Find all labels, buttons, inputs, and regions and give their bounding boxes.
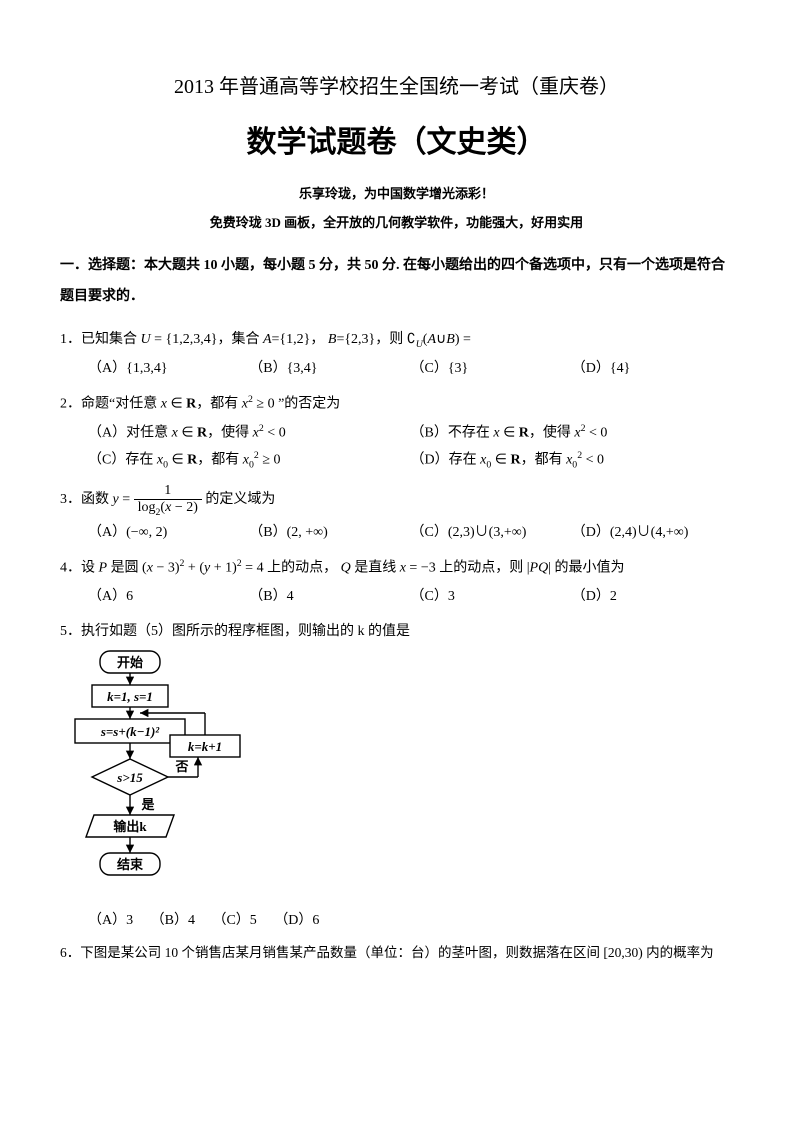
- q5-stem: 5．执行如题（5）图所示的程序框图，则输出的 k 的值是: [60, 619, 733, 646]
- q3-opt-c: （C）(2,3)∪(3,+∞): [411, 520, 572, 547]
- q5-opt-d: （D）6: [274, 913, 319, 928]
- q4-options: （A）6 （B）4 （C）3 （D）2: [60, 584, 733, 611]
- q4-opt-a: （A）6: [88, 584, 249, 611]
- q3-opt-a: （A）(−∞, 2): [88, 520, 249, 547]
- q6-stem: 6．下图是某公司 10 个销售店某月销售某产品数量（单位：台）的茎叶图，则数据落…: [60, 945, 714, 960]
- exam-title: 数学试题卷（文史类）: [60, 117, 733, 161]
- q2-opt-b: （B）不存在 x ∈ R，使得 x2 < 0: [411, 420, 734, 447]
- q4-opt-d: （D）2: [572, 584, 733, 611]
- exam-header-line: 2013 年普通高等学校招生全国统一考试（重庆卷）: [60, 70, 733, 99]
- question-4: 4．设 P 是圆 (x − 3)2 + (y + 1)2 = 4 上的动点， Q…: [60, 555, 733, 611]
- flow-cond: s>15: [116, 770, 143, 785]
- q2-stem: 2．命题“对任意 x ∈ R，都有 x2 ≥ 0 ”的否定为: [60, 391, 733, 418]
- q3-stem: 3．函数 y = 1 log2(x − 2) 的定义域为: [60, 483, 733, 518]
- question-5: 5．执行如题（5）图所示的程序框图，则输出的 k 的值是 开始 k=1, s=1: [60, 619, 733, 935]
- flow-end: 结束: [117, 857, 144, 872]
- q3-options: （A）(−∞, 2) （B）(2, +∞) （C）(2,3)∪(3,+∞) （D…: [60, 520, 733, 547]
- q1-opt-c: （C）{3}: [411, 356, 572, 383]
- q1-options: （A）{1,3,4} （B）{3,4} （C）{3} （D）{4}: [60, 356, 733, 383]
- question-1: 1．已知集合 U = {1,2,3,4}，集合 A={1,2}， B={2,3}…: [60, 327, 733, 383]
- q1-opt-a: （A）{1,3,4}: [88, 356, 249, 383]
- flow-yes: 是: [140, 797, 155, 812]
- flow-no: 否: [174, 759, 188, 774]
- promo-line-1: 乐享玲珑，为中国数学增光添彩！: [60, 183, 733, 202]
- question-3: 3．函数 y = 1 log2(x − 2) 的定义域为 （A）(−∞, 2) …: [60, 483, 733, 547]
- q4-stem: 4．设 P 是圆 (x − 3)2 + (y + 1)2 = 4 上的动点， Q…: [60, 555, 733, 582]
- flowchart-svg: 开始 k=1, s=1 s=s+(k−1)² s>15 否: [70, 649, 260, 897]
- q2-opt-c: （C）存在 x0 ∈ R，都有 x02 ≥ 0: [88, 447, 411, 475]
- promo-line-2: 免费玲珑 3D 画板，全开放的几何教学软件，功能强大，好用实用: [60, 212, 733, 231]
- q3-opt-d: （D）(2,4)∪(4,+∞): [572, 520, 733, 547]
- q2-options: （A）对任意 x ∈ R，使得 x2 < 0 （B）不存在 x ∈ R，使得 x…: [60, 420, 733, 475]
- q1-opt-b: （B）{3,4}: [249, 356, 410, 383]
- q5-opt-c: （C）5: [212, 913, 256, 928]
- flow-assign: s=s+(k−1)²: [100, 724, 160, 739]
- question-2: 2．命题“对任意 x ∈ R，都有 x2 ≥ 0 ”的否定为 （A）对任意 x …: [60, 391, 733, 476]
- flow-start: 开始: [117, 655, 143, 670]
- q4-opt-b: （B）4: [249, 584, 410, 611]
- q5-opt-b: （B）4: [151, 913, 195, 928]
- q2-opt-a: （A）对任意 x ∈ R，使得 x2 < 0: [88, 420, 411, 447]
- q5-opt-a: （A）3: [88, 913, 133, 928]
- q1-opt-d: （D）{4}: [572, 356, 733, 383]
- flow-init: k=1, s=1: [107, 689, 153, 704]
- q5-options: （A）3 （B）4 （C）5 （D）6: [60, 908, 733, 935]
- q5-flowchart: 开始 k=1, s=1 s=s+(k−1)² s>15 否: [70, 649, 733, 908]
- flow-out: 输出k: [113, 819, 147, 834]
- q4-opt-c: （C）3: [411, 584, 572, 611]
- exam-page: 2013 年普通高等学校招生全国统一考试（重庆卷） 数学试题卷（文史类） 乐享玲…: [0, 0, 793, 1122]
- question-6: 6．下图是某公司 10 个销售店某月销售某产品数量（单位：台）的茎叶图，则数据落…: [60, 942, 733, 964]
- q1-stem: 1．已知集合 U = {1,2,3,4}，集合 A={1,2}， B={2,3}…: [60, 327, 733, 354]
- section-1-header: 一．选择题：本大题共 10 小题，每小题 5 分，共 50 分. 在每小题给出的…: [60, 251, 733, 313]
- flow-inc: k=k+1: [188, 739, 222, 754]
- q2-opt-d: （D）存在 x0 ∈ R，都有 x02 < 0: [411, 447, 734, 475]
- q3-opt-b: （B）(2, +∞): [249, 520, 410, 547]
